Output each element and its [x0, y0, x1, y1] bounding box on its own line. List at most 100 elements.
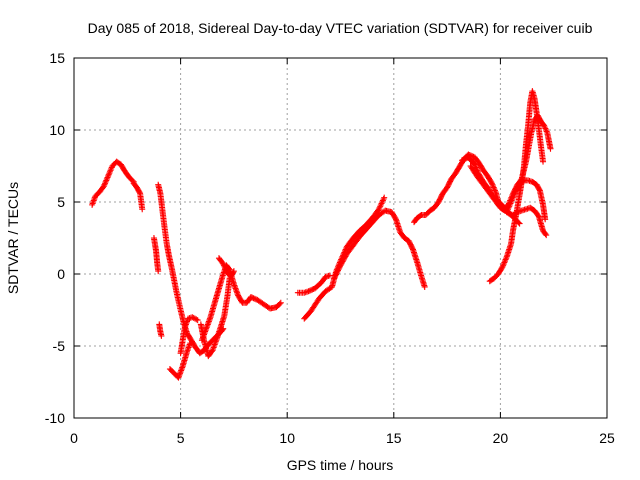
data-point — [336, 264, 343, 271]
data-point — [459, 157, 466, 164]
data-point — [139, 206, 146, 213]
data-point — [335, 266, 342, 273]
data-point — [249, 294, 256, 301]
data-point — [502, 256, 509, 263]
x-tick-label: 25 — [599, 430, 615, 446]
data-point — [501, 259, 508, 266]
data-point — [460, 156, 467, 163]
x-axis-label: GPS time / hours — [287, 457, 394, 473]
data-point — [340, 257, 347, 264]
y-tick-label: 15 — [49, 50, 65, 66]
data-point — [377, 201, 384, 208]
data-point — [542, 216, 549, 223]
series-s10 — [215, 255, 237, 280]
series-s6 — [166, 340, 194, 381]
data-point — [542, 231, 549, 238]
data-point — [333, 270, 340, 277]
data-point — [208, 348, 215, 355]
data-point — [505, 204, 512, 211]
data-point — [102, 178, 109, 185]
data-point — [333, 271, 340, 278]
data-point — [508, 197, 515, 204]
data-point — [193, 316, 200, 323]
data-point — [102, 180, 109, 187]
data-point — [540, 158, 547, 165]
series-s7 — [177, 314, 201, 357]
data-point — [338, 261, 345, 268]
data-point — [158, 332, 165, 339]
series-s3 — [150, 235, 162, 275]
data-point — [277, 299, 284, 306]
data-point — [136, 189, 143, 196]
data-point — [504, 207, 511, 214]
data-point — [375, 206, 382, 213]
data-point — [506, 201, 513, 208]
data-point — [542, 125, 549, 132]
data-point — [189, 314, 196, 321]
x-tick-label: 20 — [493, 430, 509, 446]
data-point — [516, 220, 523, 227]
data-point — [509, 194, 516, 201]
data-point — [305, 288, 312, 295]
data-point — [220, 260, 227, 267]
data-point — [421, 283, 428, 290]
x-tick-label: 5 — [177, 430, 185, 446]
data-point — [536, 186, 543, 193]
data-point — [230, 269, 237, 276]
y-tick-label: -10 — [45, 410, 65, 426]
data-point — [505, 206, 512, 213]
data-point — [500, 260, 507, 267]
series-s13 — [331, 207, 428, 290]
series-s4 — [155, 181, 227, 357]
data-point — [101, 181, 108, 188]
data-point — [507, 200, 514, 207]
data-point — [471, 161, 478, 168]
series-s2 — [130, 180, 146, 213]
data-point — [309, 286, 316, 293]
series-s17 — [486, 88, 547, 285]
data-point — [379, 199, 386, 205]
data-point — [381, 194, 388, 201]
data-point — [331, 275, 338, 282]
data-point — [105, 171, 112, 178]
data-point — [508, 199, 515, 205]
data-point — [308, 287, 315, 294]
data-point — [107, 167, 114, 174]
data-point — [337, 262, 344, 269]
data-point — [108, 165, 115, 172]
data-point — [339, 258, 346, 265]
series-s5 — [156, 321, 165, 339]
data-point — [247, 294, 254, 301]
data-point — [194, 317, 201, 324]
data-point — [336, 263, 343, 270]
data-point — [506, 203, 513, 210]
data-point — [543, 128, 550, 135]
data-point — [190, 314, 197, 321]
chart-title: Day 085 of 2018, Sidereal Day-to-day VTE… — [88, 20, 593, 36]
data-point — [338, 259, 345, 266]
data-point — [492, 188, 499, 195]
data-point — [331, 274, 338, 281]
x-tick-label: 15 — [386, 430, 402, 446]
data-point — [106, 168, 113, 175]
series-s9 — [198, 262, 284, 344]
data-point — [155, 268, 162, 275]
data-point — [543, 127, 550, 133]
data-point — [489, 181, 496, 188]
data-point — [491, 187, 498, 194]
data-point — [230, 268, 237, 275]
series-s14 — [411, 151, 523, 227]
data-point — [221, 263, 228, 270]
data-point — [103, 177, 110, 184]
series-s18 — [503, 177, 549, 223]
data-point — [341, 254, 348, 261]
y-tick-label: 5 — [57, 194, 65, 210]
data-point — [534, 212, 541, 219]
data-point — [499, 263, 506, 270]
data-point — [488, 180, 495, 187]
data-point — [543, 232, 550, 239]
data-point — [500, 262, 507, 269]
data-point — [488, 179, 495, 186]
data-point — [541, 124, 548, 131]
